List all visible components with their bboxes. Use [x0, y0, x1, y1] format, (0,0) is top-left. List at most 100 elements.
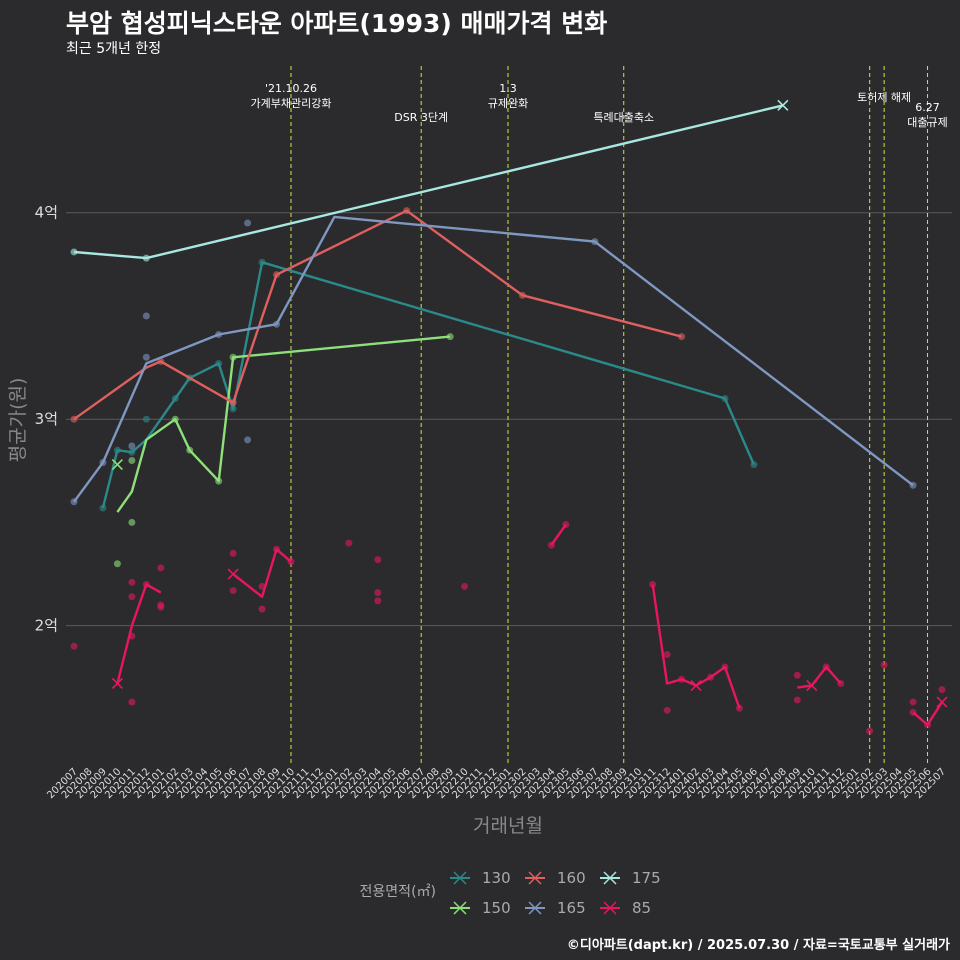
chart-title: 부암 협성피닉스타운 아파트(1993) 매매가격 변화: [66, 9, 608, 38]
legend-label: 130: [482, 869, 511, 887]
data-point: [345, 539, 353, 547]
data-point-cross: [690, 679, 702, 692]
series-line-85: [116, 583, 162, 684]
data-point: [128, 456, 136, 464]
series-165: [70, 215, 917, 506]
data-point: [142, 415, 150, 423]
legend-key-cross: [603, 871, 617, 885]
data-point: [157, 603, 165, 611]
data-point: [113, 560, 121, 568]
series-130: [99, 258, 758, 512]
series-150: [111, 333, 454, 568]
legend-title: 전용면적(㎡): [360, 884, 436, 900]
data-point: [128, 442, 136, 450]
grid-lines: [66, 212, 952, 627]
data-point: [938, 686, 946, 694]
legend-item-175: 175: [600, 869, 661, 887]
series-line-85: [797, 665, 842, 689]
data-point-cross: [936, 696, 948, 708]
data-point-cross: [227, 568, 239, 580]
data-point: [649, 580, 657, 588]
legend-label: 160: [557, 869, 586, 887]
chart-subtitle: 최근 5개년 한정: [66, 41, 162, 57]
event-label: '21.10.26: [265, 82, 317, 95]
data-point: [258, 605, 266, 613]
data-point-cross: [777, 99, 789, 111]
legend-key-cross: [603, 901, 617, 915]
legend-key-cross: [528, 901, 542, 915]
series-175: [70, 99, 789, 262]
y-tick-label: 2억: [35, 617, 58, 635]
legend-item-165: 165: [525, 899, 586, 917]
data-point: [229, 549, 237, 557]
legend: 전용면적(㎡) 130 150 160 165 175 85: [360, 869, 661, 917]
data-point: [446, 333, 454, 341]
data-point: [663, 651, 671, 659]
data-point: [880, 661, 888, 669]
data-point: [142, 312, 150, 320]
series-line-175: [73, 104, 784, 260]
data-point: [157, 564, 165, 572]
data-point: [374, 589, 382, 597]
data-point-cross: [806, 679, 818, 692]
legend-label: 150: [482, 899, 511, 917]
data-point: [793, 671, 801, 679]
data-point: [866, 727, 874, 735]
series-line-165: [73, 215, 914, 503]
x-axis-title: 거래년월: [473, 815, 543, 837]
series-layer: [70, 99, 948, 735]
series-line-85: [912, 701, 944, 726]
legend-key-cross: [453, 871, 467, 885]
legend-item-130: 130: [450, 869, 511, 887]
data-point-cross: [111, 677, 123, 690]
legend-label: 85: [632, 899, 651, 917]
data-point: [244, 219, 252, 227]
data-point: [70, 248, 78, 256]
data-point: [909, 698, 917, 706]
series-line-85: [232, 548, 292, 598]
event-label: 6.27: [915, 101, 940, 114]
data-point: [128, 518, 136, 526]
series-line-85: [550, 523, 567, 546]
event-label: 가계부채관리강화: [251, 97, 332, 110]
data-point: [70, 642, 78, 650]
legend-item-150: 150: [450, 899, 511, 917]
x-axis-ticks: 2020072020082020092020102020112020122021…: [45, 766, 948, 801]
event-label: 토허제 해제: [857, 90, 911, 104]
y-axis-ticks: 2억 3억 4억: [35, 204, 58, 635]
legend-item-85: 85: [600, 899, 651, 917]
legend-item-160: 160: [525, 869, 586, 887]
data-point: [128, 593, 136, 601]
data-point-cross: [111, 459, 123, 471]
event-label: 대출규제: [907, 116, 947, 129]
event-label: 1.3: [499, 82, 517, 95]
data-point: [128, 578, 136, 586]
data-point: [244, 436, 252, 444]
data-point: [663, 706, 671, 714]
data-point: [142, 353, 150, 361]
data-point: [374, 556, 382, 564]
data-point: [461, 582, 469, 590]
data-point: [374, 597, 382, 605]
source-caption: ©디아파트(dapt.kr) / 2025.07.30 / 자료=국토교통부 실…: [566, 938, 950, 953]
legend-label: 165: [557, 899, 586, 917]
data-point: [128, 698, 136, 706]
data-point: [229, 587, 237, 595]
event-label: DSR 3단계: [394, 111, 448, 124]
y-axis-title: 평균가(원): [7, 378, 29, 463]
legend-key-cross: [453, 901, 467, 915]
legend-label: 175: [632, 869, 661, 887]
series-line-85: [651, 584, 741, 709]
event-label: 규제완화: [488, 97, 528, 110]
series-160: [70, 207, 686, 423]
series-line-150: [116, 335, 451, 513]
legend-key-cross: [528, 871, 542, 885]
series-line-160: [73, 209, 682, 421]
y-tick-label: 4억: [35, 204, 58, 222]
data-point: [678, 333, 686, 341]
y-tick-label: 3억: [35, 410, 58, 428]
event-label: 특례대출축소: [593, 111, 654, 124]
data-point: [793, 696, 801, 704]
